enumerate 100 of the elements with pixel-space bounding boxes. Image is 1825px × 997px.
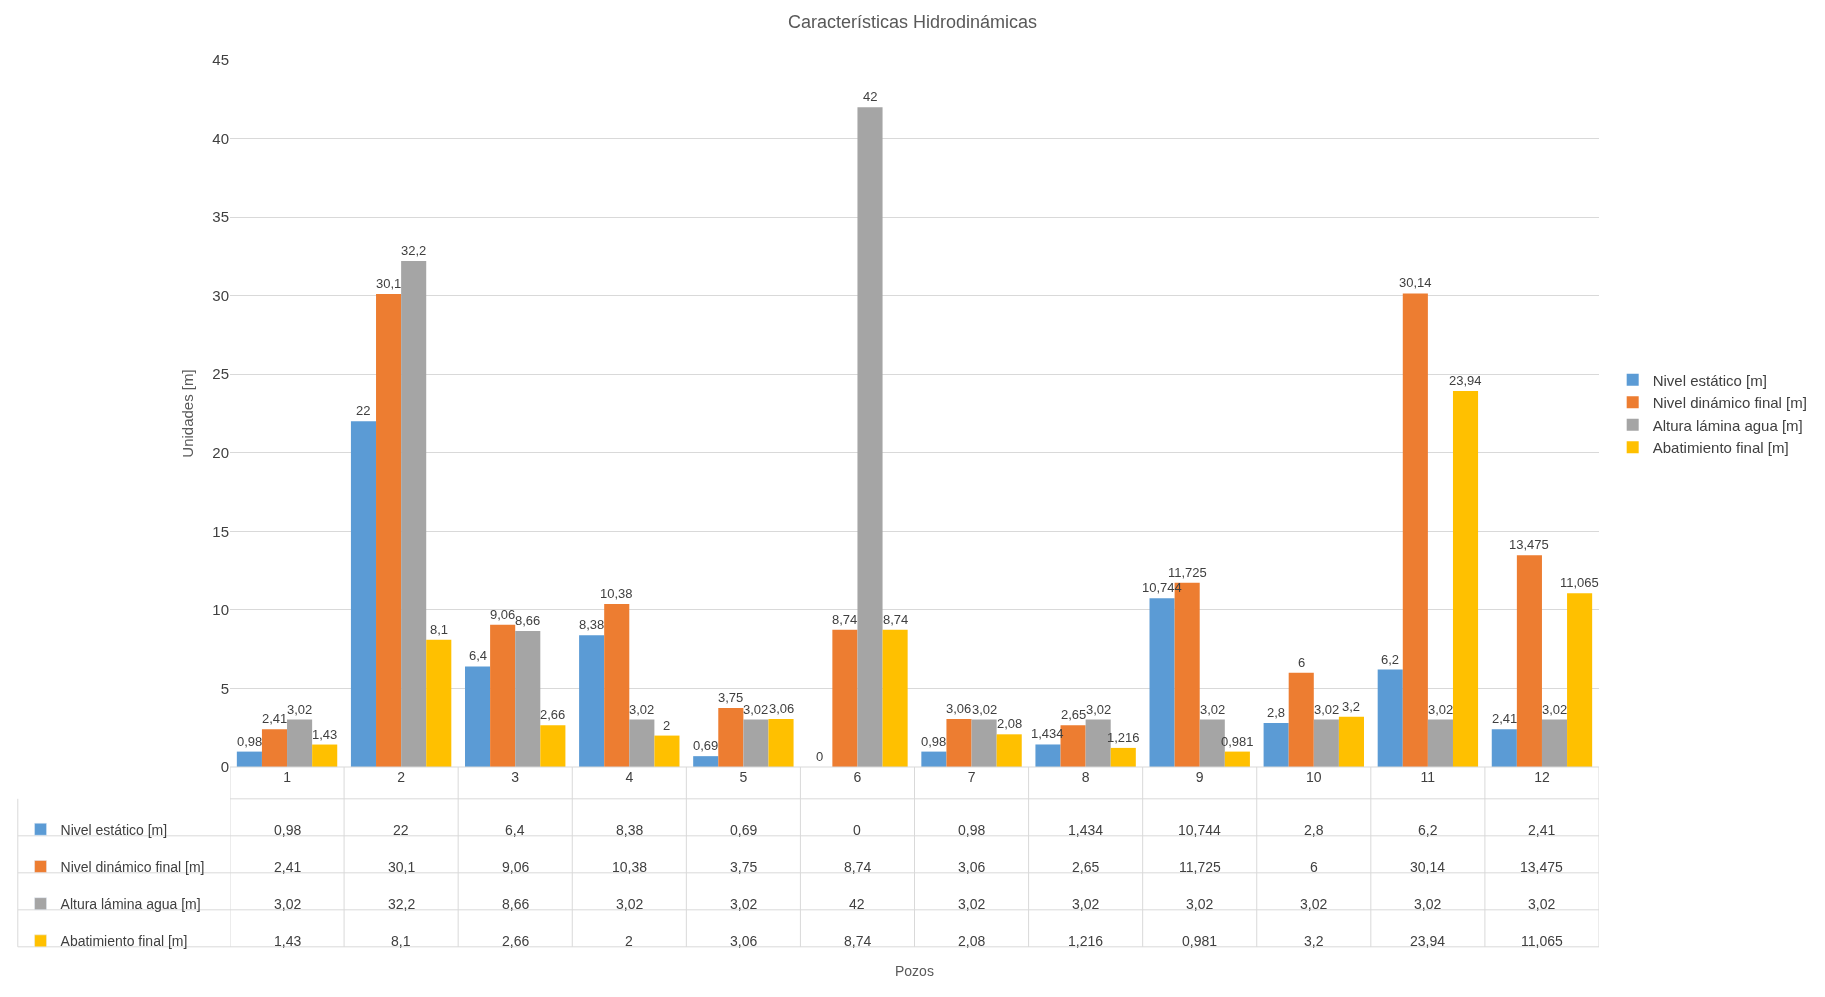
bar xyxy=(1427,719,1453,767)
data-label: 10,38 xyxy=(612,859,648,875)
data-label: 3,2 xyxy=(1304,933,1324,949)
text: 3,02 xyxy=(743,702,769,717)
data-label: 0,98 xyxy=(274,822,302,838)
text: 3,02 xyxy=(1086,702,1112,717)
text: 6,2 xyxy=(1381,652,1400,667)
text: 2,8 xyxy=(1267,705,1286,720)
bar xyxy=(490,624,516,767)
data-label: 11,725 xyxy=(1179,859,1221,875)
data-label: 3,75 xyxy=(730,859,758,875)
x-tick-label: 10 xyxy=(1306,769,1322,785)
x-tick-label: 6 xyxy=(853,769,862,785)
text: 42 xyxy=(863,89,878,104)
bar xyxy=(996,734,1022,767)
data-label: 11,065 xyxy=(1521,933,1563,949)
text: 22 xyxy=(356,403,371,418)
text: 3,06 xyxy=(769,701,795,716)
text: 3,02 xyxy=(1428,702,1454,717)
data-label: 0,98 xyxy=(958,822,986,838)
data-label: 8,66 xyxy=(502,896,530,912)
data-label: 2,41 xyxy=(1528,822,1556,838)
data-label: 3,02 xyxy=(958,896,986,912)
text: Abatimiento final [m] xyxy=(60,933,188,950)
data-label: 1,43 xyxy=(274,933,302,949)
data-label: 2,66 xyxy=(502,933,530,949)
data-label: 32,2 xyxy=(388,896,416,912)
bar xyxy=(768,718,794,767)
data-label: 6,4 xyxy=(505,822,525,838)
text: 32,2 xyxy=(401,243,427,258)
bar xyxy=(1516,555,1542,767)
bar xyxy=(1149,598,1175,767)
x-tick-label: 2 xyxy=(397,769,406,785)
text: 8,74 xyxy=(883,612,909,627)
y-tick-label: 10 xyxy=(212,601,229,619)
data-label: 0 xyxy=(853,822,861,838)
text: 30,1 xyxy=(376,276,402,291)
bar xyxy=(857,107,883,767)
data-label: 3,06 xyxy=(958,859,986,875)
bar xyxy=(287,719,313,767)
bar xyxy=(743,719,769,767)
x-tick-label: 11 xyxy=(1420,769,1436,785)
data-label: 2,08 xyxy=(958,933,986,949)
data-label: 1,434 xyxy=(1068,822,1104,838)
x-tick-label: 8 xyxy=(1081,769,1090,785)
text: Nivel estático [m] xyxy=(1652,371,1767,389)
bar xyxy=(540,725,566,767)
bar xyxy=(1491,729,1517,767)
text: 3,02 xyxy=(1314,702,1340,717)
data-label: 3,02 xyxy=(1072,896,1100,912)
data-label: 10,744 xyxy=(1178,822,1222,838)
x-tick-label: 5 xyxy=(739,769,748,785)
bar xyxy=(693,756,719,767)
legend-label: Abatimiento final [m] xyxy=(1652,439,1789,457)
legend-label: Altura lámina agua [m] xyxy=(1652,416,1803,434)
data-label: 2,41 xyxy=(274,859,302,875)
text: 2,66 xyxy=(540,707,566,722)
y-tick-label: 20 xyxy=(212,444,229,462)
x-tick-label: 7 xyxy=(967,769,976,785)
y-tick-label: 40 xyxy=(212,129,229,147)
text: 3,75 xyxy=(718,690,744,705)
data-label: 9,06 xyxy=(502,859,530,875)
text: Altura lámina agua [m] xyxy=(60,896,201,913)
data-label: 0,69 xyxy=(730,822,758,838)
text: 3,2 xyxy=(1342,699,1361,714)
text: 13,475 xyxy=(1509,537,1549,552)
bar xyxy=(1263,723,1289,767)
bar xyxy=(1541,719,1568,767)
bar xyxy=(426,639,452,767)
data-label: 1,216 xyxy=(1068,933,1104,949)
data-label: 2,65 xyxy=(1072,859,1100,875)
bar xyxy=(401,261,427,767)
text: 8,74 xyxy=(832,612,858,627)
bar xyxy=(946,718,972,767)
text: 6 xyxy=(1298,655,1306,670)
bar xyxy=(971,719,997,767)
text: Nivel dinámico final [m] xyxy=(1652,394,1807,412)
bar xyxy=(718,708,744,767)
data-label: 3,02 xyxy=(1414,896,1442,912)
data-label: 8,1 xyxy=(391,933,411,949)
bar xyxy=(1110,747,1136,767)
text: 9,06 xyxy=(490,607,516,622)
bar xyxy=(1288,672,1314,767)
data-label: 3,02 xyxy=(730,896,758,912)
bar xyxy=(604,603,630,767)
text: 1,43 xyxy=(312,727,338,742)
bar xyxy=(654,735,680,767)
legend-label: Nivel dinámico final [m] xyxy=(60,858,205,875)
text: 3,02 xyxy=(287,702,313,717)
legend-label: Nivel estático [m] xyxy=(60,821,168,838)
y-axis-title: Unidades [m] xyxy=(178,369,196,458)
bar xyxy=(882,629,908,767)
text: 10,38 xyxy=(600,586,633,601)
text: 2,41 xyxy=(1492,711,1518,726)
text: 3,02 xyxy=(1200,702,1226,717)
data-label: 8,74 xyxy=(844,859,872,875)
text: 8,66 xyxy=(515,613,541,628)
data-label: 23,94 xyxy=(1410,933,1446,949)
bar xyxy=(921,751,947,767)
y-tick-label: 15 xyxy=(212,522,229,540)
